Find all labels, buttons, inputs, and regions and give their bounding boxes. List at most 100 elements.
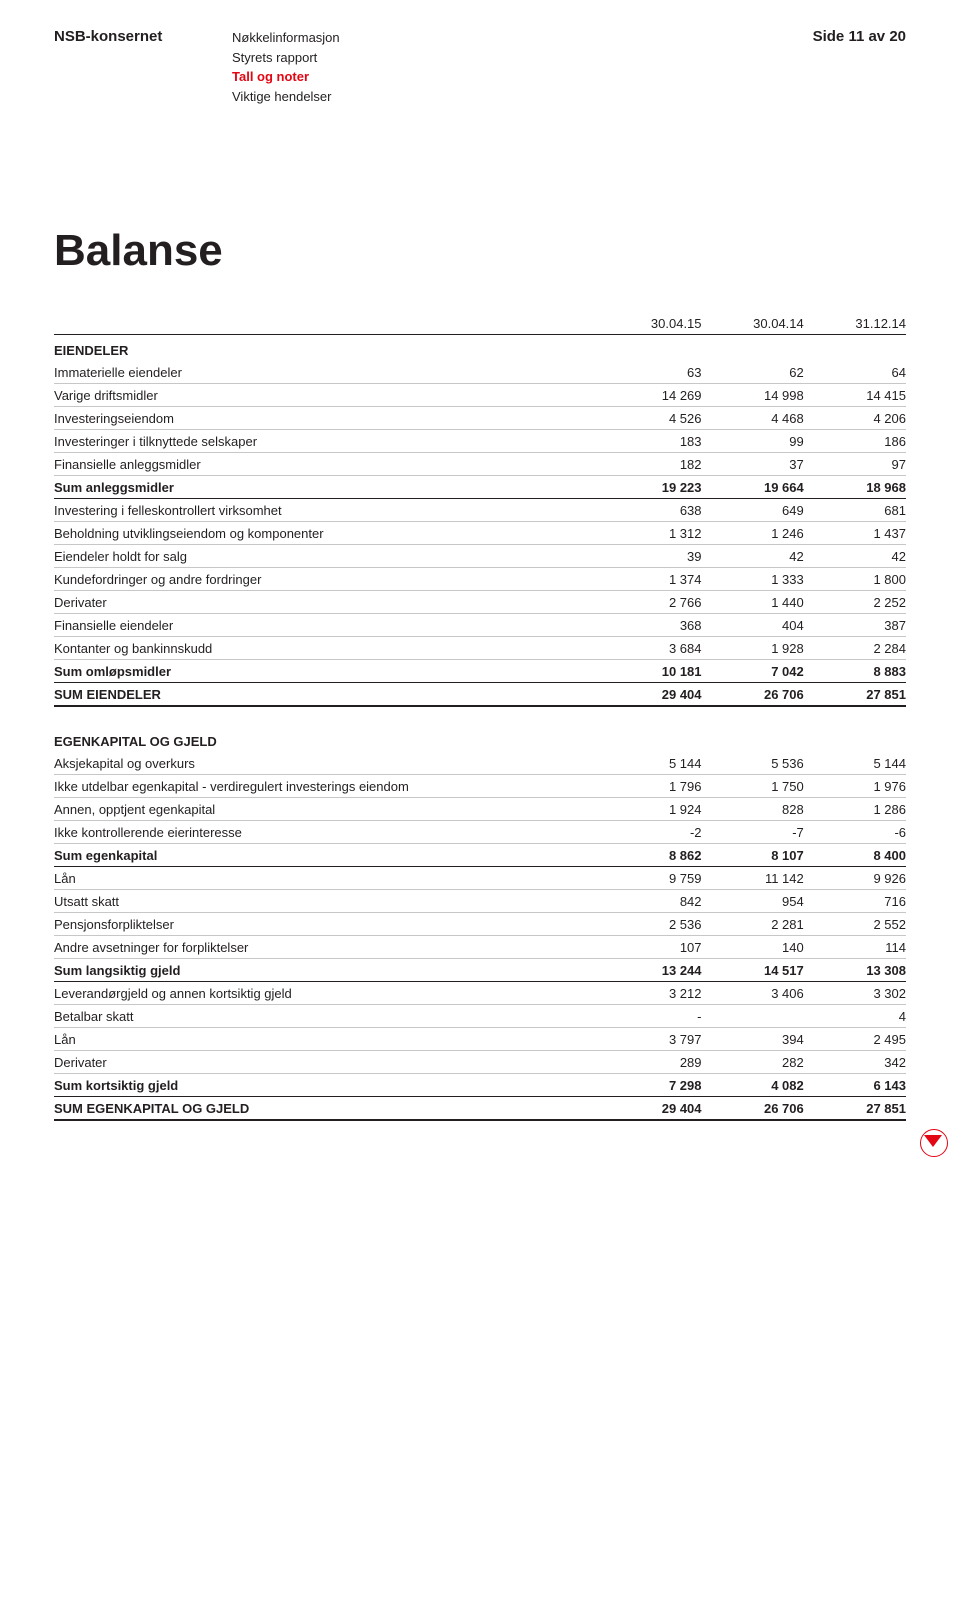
row-value: 37 [702,453,804,476]
row-label: Annen, opptjent egenkapital [54,798,599,821]
nav-item-1[interactable]: Styrets rapport [232,48,612,68]
row-value: 14 998 [702,384,804,407]
next-page-icon[interactable] [924,1135,942,1147]
row-label: Ikke kontrollerende eierinteresse [54,821,599,844]
row-value: 14 415 [804,384,906,407]
row-value: 5 144 [804,752,906,775]
row-value: 9 926 [804,867,906,890]
table-row: Finansielle eiendeler368404387 [54,614,906,637]
row-value: 64 [804,361,906,384]
row-value: 1 750 [702,775,804,798]
row-value: 3 212 [599,982,701,1005]
row-value [702,1005,804,1028]
table-body: EIENDELERImmaterielle eiendeler636264Var… [54,335,906,1121]
row-value: 289 [599,1051,701,1074]
row-value: 2 552 [804,913,906,936]
table-row: Derivater2 7661 4402 252 [54,591,906,614]
row-value: 186 [804,430,906,453]
table-row: SUM EIENDELER29 40426 70627 851 [54,683,906,707]
row-label: Leverandørgjeld og annen kortsiktig gjel… [54,982,599,1005]
nav-item-0[interactable]: Nøkkelinformasjon [232,28,612,48]
row-value: 6 143 [804,1074,906,1097]
company-name: NSB-konsernet [54,28,232,45]
row-value: 183 [599,430,701,453]
row-value: 19 664 [702,476,804,499]
row-value: 828 [702,798,804,821]
page-header: NSB-konsernet NøkkelinformasjonStyrets r… [54,28,906,106]
table-row: Investeringer i tilknyttede selskaper183… [54,430,906,453]
table-row: Ikke kontrollerende eierinteresse-2-7-6 [54,821,906,844]
row-value: -7 [702,821,804,844]
table-row: Sum omløpsmidler10 1817 0428 883 [54,660,906,683]
row-label: Eiendeler holdt for salg [54,545,599,568]
row-value: 4 468 [702,407,804,430]
row-label: Lån [54,1028,599,1051]
row-value: 638 [599,499,701,522]
table-row: Pensjonsforpliktelser2 5362 2812 552 [54,913,906,936]
table-row: Lån9 75911 1429 926 [54,867,906,890]
table-row: Investeringseiendom4 5264 4684 206 [54,407,906,430]
row-value: 62 [702,361,804,384]
page-title: Balanse [54,226,906,276]
row-value: 140 [702,936,804,959]
col-header-1: 30.04.14 [702,312,804,335]
row-label: Kontanter og bankinnskudd [54,637,599,660]
table-row: Eiendeler holdt for salg394242 [54,545,906,568]
row-label: Beholdning utviklingseiendom og komponen… [54,522,599,545]
row-value: 1 976 [804,775,906,798]
row-label: Finansielle eiendeler [54,614,599,637]
row-value: 42 [804,545,906,568]
row-label: Pensjonsforpliktelser [54,913,599,936]
row-value: -2 [599,821,701,844]
row-label: Sum langsiktig gjeld [54,959,599,982]
row-value: 387 [804,614,906,637]
table-row: Andre avsetninger for forpliktelser10714… [54,936,906,959]
nav-item-3[interactable]: Viktige hendelser [232,87,612,107]
row-value: 842 [599,890,701,913]
row-value: 5 144 [599,752,701,775]
row-value: 19 223 [599,476,701,499]
row-value: 1 800 [804,568,906,591]
balance-table: 30.04.15 30.04.14 31.12.14 EIENDELERImma… [54,312,906,1121]
row-value: 1 312 [599,522,701,545]
col-header-2: 31.12.14 [804,312,906,335]
row-label: Utsatt skatt [54,890,599,913]
row-value: 404 [702,614,804,637]
row-value: 1 928 [702,637,804,660]
row-value: 7 042 [702,660,804,683]
row-value: 63 [599,361,701,384]
row-value: -6 [804,821,906,844]
row-value: 1 437 [804,522,906,545]
row-value: 99 [702,430,804,453]
table-row: Immaterielle eiendeler636264 [54,361,906,384]
row-label: SUM EIENDELER [54,683,599,707]
row-value: 2 252 [804,591,906,614]
row-label: SUM EGENKAPITAL OG GJELD [54,1097,599,1121]
row-label: Investeringer i tilknyttede selskaper [54,430,599,453]
section-heading: EIENDELER [54,335,906,362]
row-value: 14 517 [702,959,804,982]
row-value: 97 [804,453,906,476]
row-value: 4 526 [599,407,701,430]
row-value: 29 404 [599,1097,701,1121]
row-value: 3 684 [599,637,701,660]
row-value: 8 883 [804,660,906,683]
row-value: 27 851 [804,683,906,707]
row-value: 5 536 [702,752,804,775]
table-row: Varige driftsmidler14 26914 99814 415 [54,384,906,407]
table-row: Utsatt skatt842954716 [54,890,906,913]
row-value: 368 [599,614,701,637]
section-heading-label: EGENKAPITAL OG GJELD [54,726,906,752]
row-value: 107 [599,936,701,959]
row-value: 11 142 [702,867,804,890]
header-nav: NøkkelinformasjonStyrets rapportTall og … [232,28,612,106]
row-value: 3 302 [804,982,906,1005]
row-value: - [599,1005,701,1028]
row-value: 8 862 [599,844,701,867]
nav-item-2[interactable]: Tall og noter [232,67,612,87]
row-value: 394 [702,1028,804,1051]
row-value: 10 181 [599,660,701,683]
row-label: Sum egenkapital [54,844,599,867]
row-label: Lån [54,867,599,890]
row-label: Derivater [54,591,599,614]
